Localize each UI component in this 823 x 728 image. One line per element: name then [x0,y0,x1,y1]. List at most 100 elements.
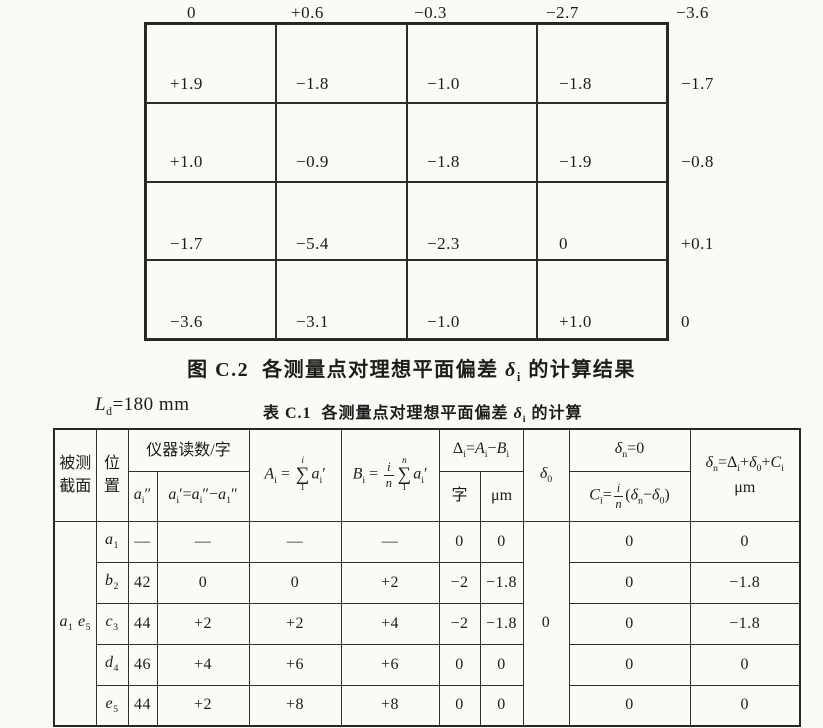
header-formula-Ai: Ai = i ∑ 1 ai′ [248,428,342,522]
grid-node-value: −5.4 [296,234,329,253]
grid-cell [276,181,407,261]
grid-node-value: −1.8 [296,74,329,93]
table-cell: 0 [156,561,250,604]
table-cell: 0 [479,520,524,563]
header-formula-dn: δn=Δi+δ0+Ci μm [689,428,801,522]
table-cell: 0 [689,520,801,563]
grid-node-value: 0 [187,3,196,22]
grid-cell [146,260,277,339]
grid-node-value: +1.0 [170,152,203,171]
table-cell: — [248,520,342,563]
position-cell: a1 [95,520,129,563]
header-a-second: ai″ [127,470,158,522]
table-cell: +2 [340,561,440,604]
grid-node-value: −1.8 [427,152,460,171]
table-cell: 0 [438,643,481,686]
table-cell: 42 [127,561,158,604]
grid-node-value: 0 [681,312,690,331]
header-um: μm [479,470,524,522]
grid-node-value: −3.6 [676,3,709,22]
header-formula-Bi: Bi = i n n ∑ 1 ai′ [340,428,440,522]
table-cell: 0 [568,520,691,563]
grid-cell [406,24,537,103]
table-cell: 0 [568,561,691,604]
table-cell: 0 [479,643,524,686]
table-cell: 0 [479,684,524,727]
header-position: 位置 [95,428,129,522]
table-cell: — [340,520,440,563]
grid-node-value: +0.6 [291,3,324,22]
grid-node-value: −3.6 [170,312,203,331]
table-cell: 0 [689,643,801,686]
table-cell: −2 [438,602,481,645]
grid-node-value: +1.9 [170,74,203,93]
header-a-prime: ai′=ai″−a1″ [156,470,250,522]
table-cell: 0 [568,643,691,686]
table-cell: −1.8 [689,561,801,604]
grid-cell [406,102,537,182]
table-cell: 0 [248,561,342,604]
table-cell: 0 [568,602,691,645]
table-cell: +2 [156,602,250,645]
table-cell: +8 [340,684,440,727]
table-title: 表 C.1 各测量点对理想平面偏差 δi 的计算 [263,405,583,426]
grid-node-value: −1.0 [427,74,460,93]
table-cell: +8 [248,684,342,727]
section-label-cell: a1 e5 [53,520,97,727]
header-formula-Ci: Ci= i n (δn−δ0) [568,470,691,522]
grid-node-value: −2.3 [427,234,460,253]
header-reading-group: 仪器读数/字 [127,428,250,472]
header-section: 被测 截面 [53,428,97,522]
grid-node-value: −0.3 [414,3,447,22]
table-c1: 被测 截面 位置 仪器读数/字 Ai = i ∑ 1 ai′ Bi = i n n ∑ 1 ai′… [53,428,802,727]
table-cell: +2 [248,602,342,645]
grid-node-value: −1.9 [559,152,592,171]
table-cell: −1.8 [479,561,524,604]
ld-value: Ld=180 mm [95,394,190,418]
grid-cell [276,260,407,339]
grid-node-value: −0.9 [296,152,329,171]
grid-node-value: 0 [559,234,568,253]
grid-cell [536,260,667,339]
header-zi: 字 [438,470,481,522]
grid-node-value: −1.7 [170,234,203,253]
grid-cell [536,102,667,182]
position-cell: b2 [95,561,129,604]
header-delta0: δ0 [522,428,570,522]
grid-node-value: −2.7 [546,3,579,22]
grid-node-value: −1.0 [427,312,460,331]
table-cell: −1.8 [689,602,801,645]
table-cell: +2 [156,684,250,727]
table-cell: −1.8 [479,602,524,645]
grid-cell [146,102,277,182]
grid-cell [406,181,537,261]
grid-cell [536,24,667,103]
table-cell: 0 [438,520,481,563]
grid-node-value: +1.0 [559,312,592,331]
figure-caption: 图 C.2 各测量点对理想平面偏差 δi 的计算结果 [187,359,636,384]
grid-cell [276,24,407,103]
table-cell: +6 [248,643,342,686]
table-cell: −2 [438,561,481,604]
table-cell: 0 [438,684,481,727]
table-cell: 0 [568,684,691,727]
table-cell: — [127,520,158,563]
grid-cell [146,181,277,261]
position-cell: e5 [95,684,129,727]
table-cell: +4 [340,602,440,645]
position-cell: d4 [95,643,129,686]
table-cell: — [156,520,250,563]
grid-node-value: −1.7 [681,74,714,93]
grid-cell [536,181,667,261]
grid-node-value: +0.1 [681,234,714,253]
delta0-value-cell: 0 [522,520,570,727]
header-dn-zero: δn=0 [568,428,691,472]
table-cell: +6 [340,643,440,686]
header-delta-group: Δi=Ai−Bi [438,428,524,472]
grid-cell [276,102,407,182]
table-cell: +4 [156,643,250,686]
grid-cell [146,24,277,103]
grid-cell [406,260,537,339]
table-cell: 44 [127,602,158,645]
